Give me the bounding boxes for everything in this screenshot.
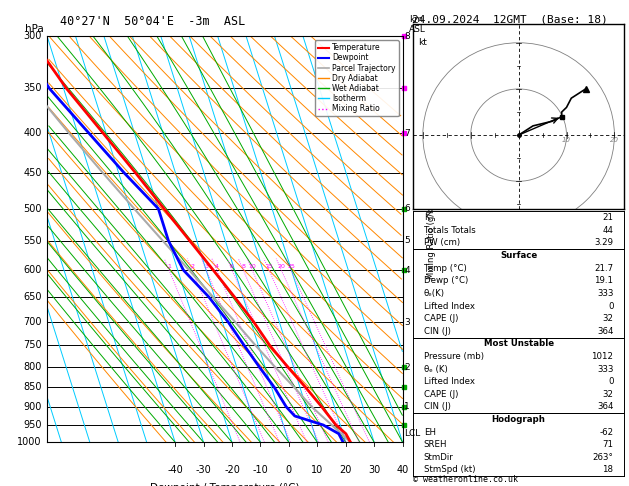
Text: 10: 10 xyxy=(562,137,571,143)
Text: 20: 20 xyxy=(277,263,285,269)
Text: 6: 6 xyxy=(404,204,410,213)
Text: 71: 71 xyxy=(603,440,613,449)
Text: 6: 6 xyxy=(230,263,234,269)
Text: 450: 450 xyxy=(23,168,42,178)
Text: 263°: 263° xyxy=(593,453,613,462)
Text: 15: 15 xyxy=(265,263,273,269)
Text: -20: -20 xyxy=(224,465,240,475)
Text: 4: 4 xyxy=(214,263,219,269)
Text: 40°27'N  50°04'E  -3m  ASL: 40°27'N 50°04'E -3m ASL xyxy=(60,15,245,28)
Text: 30: 30 xyxy=(368,465,381,475)
Text: K: K xyxy=(424,213,430,222)
Text: Surface: Surface xyxy=(500,251,537,260)
Text: 44: 44 xyxy=(603,226,613,235)
Text: 8: 8 xyxy=(242,263,245,269)
Text: 21.7: 21.7 xyxy=(594,264,613,273)
Text: 5: 5 xyxy=(404,236,410,245)
Text: 400: 400 xyxy=(23,128,42,139)
Text: -30: -30 xyxy=(196,465,211,475)
Text: 900: 900 xyxy=(23,402,42,412)
Text: Lifted Index: Lifted Index xyxy=(424,377,475,386)
Text: 3: 3 xyxy=(404,317,410,327)
Text: 21: 21 xyxy=(603,213,613,222)
Text: Pressure (mb): Pressure (mb) xyxy=(424,352,484,361)
Text: 2: 2 xyxy=(190,263,194,269)
Text: 333: 333 xyxy=(597,289,613,298)
Text: 650: 650 xyxy=(23,292,42,302)
Text: 0: 0 xyxy=(286,465,292,475)
Text: 500: 500 xyxy=(23,204,42,214)
Text: -62: -62 xyxy=(599,428,613,436)
Text: StmDir: StmDir xyxy=(424,453,454,462)
Text: 20: 20 xyxy=(610,137,619,143)
Text: θₑ(K): θₑ(K) xyxy=(424,289,445,298)
Text: 0: 0 xyxy=(608,301,613,311)
Text: -40: -40 xyxy=(167,465,183,475)
Text: 7: 7 xyxy=(404,129,410,138)
Text: Temp (°C): Temp (°C) xyxy=(424,264,467,273)
Text: Dewpoint / Temperature (°C): Dewpoint / Temperature (°C) xyxy=(150,483,299,486)
Text: 3.29: 3.29 xyxy=(594,239,613,247)
Text: 18: 18 xyxy=(603,466,613,474)
Text: 364: 364 xyxy=(597,327,613,336)
Text: 19.1: 19.1 xyxy=(594,276,613,285)
Text: -10: -10 xyxy=(252,465,269,475)
Text: Lifted Index: Lifted Index xyxy=(424,301,475,311)
Text: 10: 10 xyxy=(248,263,256,269)
Text: 750: 750 xyxy=(23,340,42,350)
Text: 1012: 1012 xyxy=(591,352,613,361)
Text: EH: EH xyxy=(424,428,436,436)
Text: 850: 850 xyxy=(23,382,42,393)
Text: 40: 40 xyxy=(396,465,409,475)
Text: 950: 950 xyxy=(23,420,42,430)
Legend: Temperature, Dewpoint, Parcel Trajectory, Dry Adiabat, Wet Adiabat, Isotherm, Mi: Temperature, Dewpoint, Parcel Trajectory… xyxy=(314,40,399,116)
Text: Most Unstable: Most Unstable xyxy=(484,339,554,348)
Text: 24.09.2024  12GMT  (Base: 18): 24.09.2024 12GMT (Base: 18) xyxy=(412,15,608,25)
Text: 600: 600 xyxy=(23,265,42,275)
Text: θₑ (K): θₑ (K) xyxy=(424,364,448,374)
Text: 32: 32 xyxy=(603,314,613,323)
Text: hPa: hPa xyxy=(25,24,44,34)
Text: 32: 32 xyxy=(603,390,613,399)
Text: 2: 2 xyxy=(404,363,410,372)
Text: 700: 700 xyxy=(23,317,42,327)
Text: PW (cm): PW (cm) xyxy=(424,239,460,247)
Text: CIN (J): CIN (J) xyxy=(424,327,450,336)
Text: LCL: LCL xyxy=(404,429,421,438)
Text: © weatheronline.co.uk: © weatheronline.co.uk xyxy=(413,474,518,484)
Text: km
ASL: km ASL xyxy=(409,15,426,34)
Text: StmSpd (kt): StmSpd (kt) xyxy=(424,466,476,474)
Text: 8: 8 xyxy=(404,32,410,41)
Text: 1: 1 xyxy=(167,263,171,269)
Text: 550: 550 xyxy=(23,236,42,246)
Text: 3: 3 xyxy=(204,263,208,269)
Text: 1000: 1000 xyxy=(18,437,42,447)
Text: 350: 350 xyxy=(23,84,42,93)
Text: CIN (J): CIN (J) xyxy=(424,402,450,412)
Text: SREH: SREH xyxy=(424,440,447,449)
Text: 300: 300 xyxy=(23,32,42,41)
Text: 364: 364 xyxy=(597,402,613,412)
Text: Totals Totals: Totals Totals xyxy=(424,226,476,235)
Text: 25: 25 xyxy=(287,263,295,269)
Text: kt: kt xyxy=(418,38,427,47)
Text: 0: 0 xyxy=(608,377,613,386)
Text: Dewp (°C): Dewp (°C) xyxy=(424,276,468,285)
Text: Mixing Ratio (g/kg): Mixing Ratio (g/kg) xyxy=(428,200,437,279)
Text: 800: 800 xyxy=(23,362,42,372)
Text: Hodograph: Hodograph xyxy=(492,415,545,424)
Text: CAPE (J): CAPE (J) xyxy=(424,314,458,323)
Text: CAPE (J): CAPE (J) xyxy=(424,390,458,399)
Text: 20: 20 xyxy=(340,465,352,475)
Text: 333: 333 xyxy=(597,364,613,374)
Text: 10: 10 xyxy=(311,465,323,475)
Text: 4: 4 xyxy=(404,265,410,275)
Text: 1: 1 xyxy=(404,402,410,411)
